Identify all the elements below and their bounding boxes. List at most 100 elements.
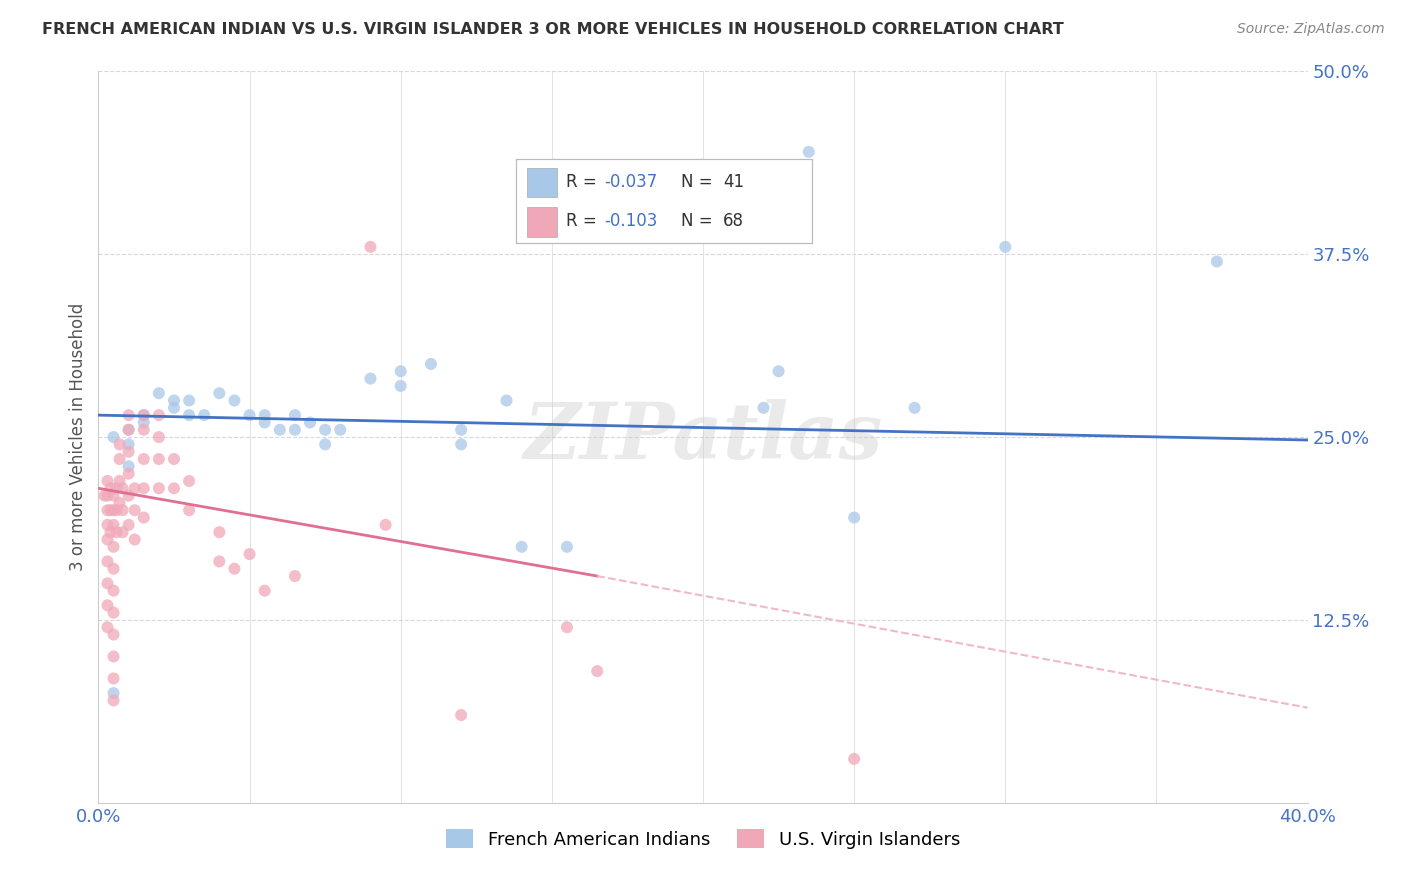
- Point: [420, 357, 443, 371]
- Point: [96, 554, 118, 568]
- Point: [224, 562, 246, 576]
- Point: [132, 510, 155, 524]
- Point: [148, 408, 170, 422]
- Point: [105, 503, 128, 517]
- Point: [510, 540, 533, 554]
- Point: [96, 503, 118, 517]
- Point: [360, 371, 382, 385]
- Point: [148, 481, 170, 495]
- Point: [105, 481, 128, 495]
- Point: [103, 686, 125, 700]
- Point: [389, 379, 412, 393]
- Point: [360, 240, 382, 254]
- Point: [253, 416, 276, 430]
- Point: [118, 489, 141, 503]
- Point: [103, 517, 125, 532]
- Point: [96, 517, 118, 532]
- Point: [284, 408, 307, 422]
- Point: [118, 423, 141, 437]
- Point: [96, 474, 118, 488]
- Point: [111, 525, 134, 540]
- Point: [224, 393, 246, 408]
- Point: [1206, 254, 1229, 268]
- Point: [96, 576, 118, 591]
- Point: [100, 525, 122, 540]
- Point: [132, 481, 155, 495]
- Point: [118, 444, 141, 458]
- Point: [148, 386, 170, 401]
- Point: [118, 408, 141, 422]
- Point: [103, 540, 125, 554]
- Point: [844, 752, 866, 766]
- Point: [103, 583, 125, 598]
- Point: [124, 481, 146, 495]
- Point: [132, 408, 155, 422]
- Point: [96, 620, 118, 634]
- Point: [100, 481, 122, 495]
- Point: [132, 452, 155, 467]
- Point: [132, 416, 155, 430]
- Point: [163, 481, 186, 495]
- Point: [118, 437, 141, 451]
- Text: Source: ZipAtlas.com: Source: ZipAtlas.com: [1237, 22, 1385, 37]
- Point: [768, 364, 790, 378]
- Point: [374, 517, 396, 532]
- Point: [163, 452, 186, 467]
- Point: [103, 430, 125, 444]
- Point: [118, 423, 141, 437]
- Point: [299, 416, 322, 430]
- Point: [450, 437, 472, 451]
- Point: [100, 503, 122, 517]
- Point: [108, 437, 131, 451]
- Point: [193, 408, 215, 422]
- Point: [96, 489, 118, 503]
- Point: [284, 423, 307, 437]
- Point: [111, 481, 134, 495]
- Point: [111, 503, 134, 517]
- Point: [994, 240, 1017, 254]
- Point: [586, 664, 609, 678]
- Point: [179, 408, 201, 422]
- Point: [253, 408, 276, 422]
- Point: [132, 408, 155, 422]
- Point: [269, 423, 291, 437]
- Point: [118, 459, 141, 474]
- Text: ZIPatlas: ZIPatlas: [523, 399, 883, 475]
- Point: [239, 547, 262, 561]
- Point: [103, 489, 125, 503]
- Point: [105, 525, 128, 540]
- Point: [148, 452, 170, 467]
- Point: [284, 569, 307, 583]
- Point: [253, 583, 276, 598]
- Point: [495, 393, 517, 408]
- Point: [904, 401, 927, 415]
- Point: [208, 386, 231, 401]
- Point: [163, 393, 186, 408]
- Point: [450, 423, 472, 437]
- Point: [108, 452, 131, 467]
- Point: [239, 408, 262, 422]
- Point: [208, 554, 231, 568]
- Text: FRENCH AMERICAN INDIAN VS U.S. VIRGIN ISLANDER 3 OR MORE VEHICLES IN HOUSEHOLD C: FRENCH AMERICAN INDIAN VS U.S. VIRGIN IS…: [42, 22, 1064, 37]
- Point: [93, 489, 115, 503]
- Point: [314, 423, 336, 437]
- Point: [179, 503, 201, 517]
- Point: [96, 533, 118, 547]
- Point: [555, 620, 578, 634]
- Point: [844, 510, 866, 524]
- Point: [103, 693, 125, 707]
- Point: [329, 423, 352, 437]
- Point: [148, 430, 170, 444]
- Point: [108, 474, 131, 488]
- Point: [103, 606, 125, 620]
- Y-axis label: 3 or more Vehicles in Household: 3 or more Vehicles in Household: [69, 303, 87, 571]
- Point: [96, 599, 118, 613]
- Point: [103, 627, 125, 641]
- Point: [103, 649, 125, 664]
- Point: [208, 525, 231, 540]
- Point: [124, 533, 146, 547]
- Point: [118, 517, 141, 532]
- Point: [389, 364, 412, 378]
- Point: [103, 503, 125, 517]
- Point: [797, 145, 820, 159]
